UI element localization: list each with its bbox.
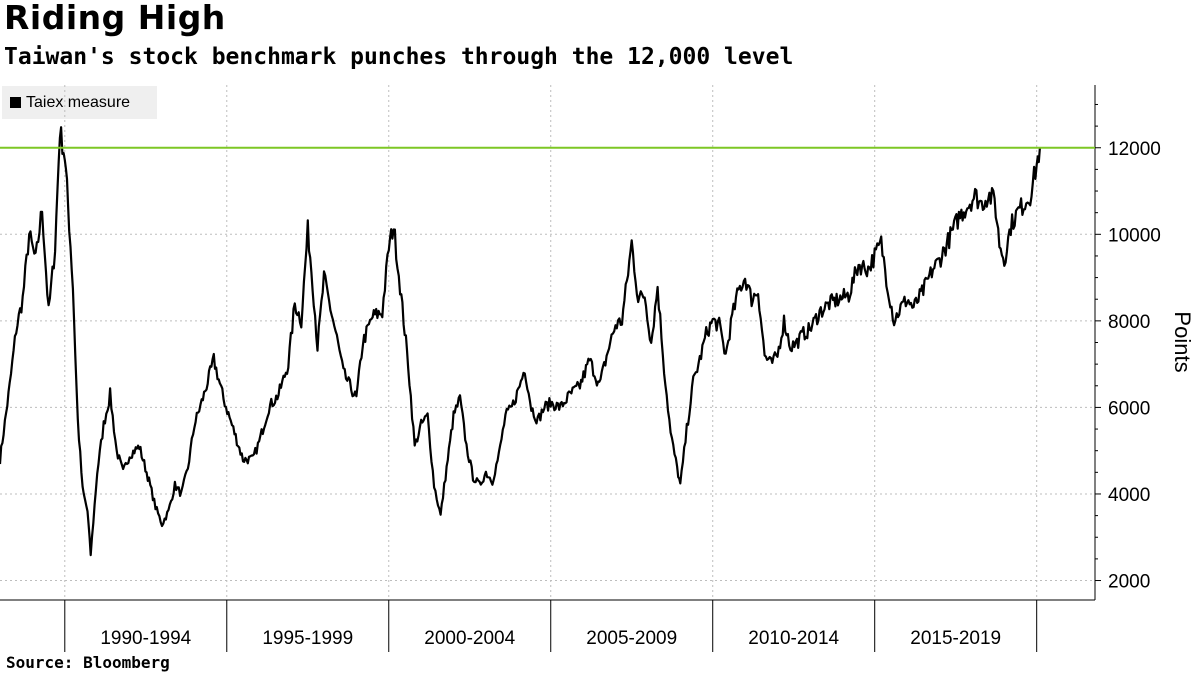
x-group-label: 2015-2019 [910, 628, 1001, 649]
x-group-label: 1995-1999 [262, 628, 353, 649]
y-axis-title: Points [1170, 311, 1195, 372]
y-tick-label: 8000 [1108, 312, 1150, 333]
axis-layer [0, 85, 1101, 652]
label-layer: 2000 4000 6000 8000 10000 12000 1990-1994 1995-… [100, 139, 1195, 649]
x-group-label: 2010-2014 [748, 628, 839, 649]
series-layer [0, 126, 1041, 557]
y-tick-label: 2000 [1108, 572, 1150, 593]
y-tick-label: 4000 [1108, 485, 1150, 506]
x-group-label: 2000-2004 [424, 628, 515, 649]
chart-subtitle: Taiwan's stock benchmark punches through… [4, 44, 794, 70]
chart-title: Riding High [4, 0, 226, 37]
x-group-label: 1990-1994 [100, 628, 191, 649]
x-group-label: 2005-2009 [586, 628, 677, 649]
y-tick-label: 12000 [1108, 139, 1161, 160]
series-line-taiex [0, 126, 1041, 557]
source-note: Source: Bloomberg [6, 653, 170, 672]
y-tick-label: 10000 [1108, 225, 1161, 246]
legend-swatch [10, 97, 21, 108]
chart-legend: Taiex measure [2, 86, 157, 119]
legend-label: Taiex measure [26, 93, 131, 111]
y-tick-label: 6000 [1108, 398, 1150, 419]
